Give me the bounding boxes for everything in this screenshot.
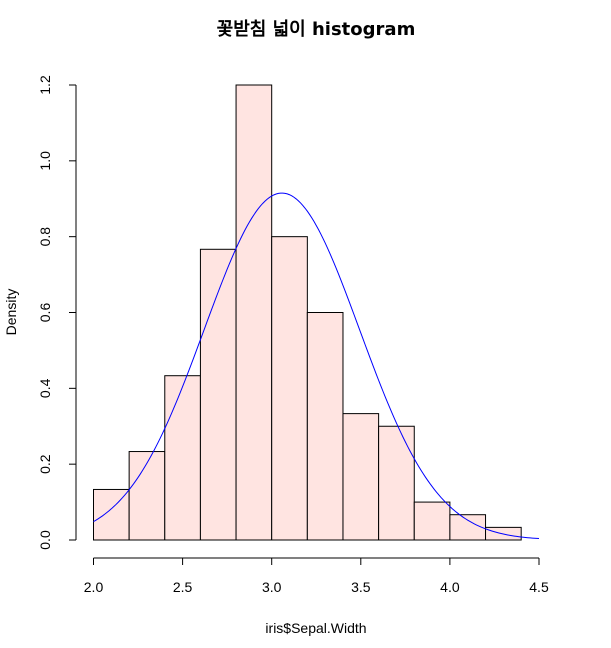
histogram-bar: [128, 451, 166, 541]
histogram-bar: [271, 236, 308, 541]
y-tick-label: 0.6: [37, 303, 53, 323]
x-tick-label: 4.0: [440, 579, 460, 595]
x-axis: 2.0 2.5 3.0 3.5 4.0 4.5: [84, 557, 549, 595]
x-tick-label: 4.5: [529, 579, 549, 595]
histogram-bar: [449, 514, 487, 541]
density-curve: [93, 192, 540, 540]
histogram-bar: [306, 312, 344, 541]
histogram-bar: [235, 84, 273, 541]
histogram-bar: [413, 501, 451, 541]
y-tick-label: 0.8: [37, 227, 53, 247]
x-tick-label: 3.0: [262, 579, 282, 595]
x-axis-label: iris$Sepal.Width: [265, 620, 366, 636]
histogram-bar: [199, 248, 237, 541]
y-tick-label: 1.0: [37, 151, 53, 171]
y-tick-label: 0.2: [37, 454, 53, 474]
y-tick-label: 1.2: [37, 75, 53, 95]
histogram-bar: [164, 375, 201, 541]
bars-group: [93, 84, 522, 541]
y-axis: 0.0 0.2 0.4 0.6 0.8 1.0 1.2: [37, 75, 77, 550]
x-tick-label: 2.0: [84, 579, 104, 595]
x-tick-label: 3.5: [351, 579, 371, 595]
histogram-bar: [378, 425, 415, 541]
histogram-bar: [342, 413, 380, 541]
chart-title: 꽃받침 넓이 histogram: [217, 19, 416, 40]
density-curve-group: [93, 192, 540, 540]
y-axis-label: Density: [3, 289, 19, 336]
y-tick-label: 0.0: [37, 530, 53, 550]
histogram-bar: [93, 488, 130, 541]
x-tick-label: 2.5: [173, 579, 193, 595]
y-tick-label: 0.4: [37, 378, 53, 398]
